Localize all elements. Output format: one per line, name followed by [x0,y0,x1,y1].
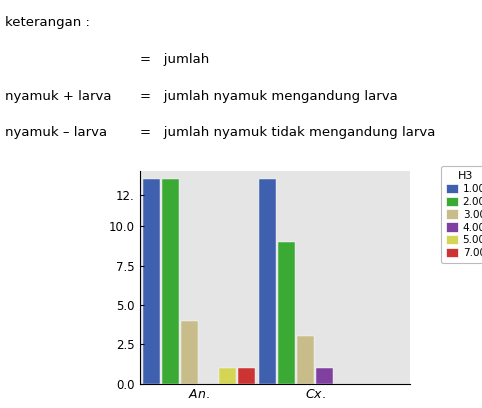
Text: =   jumlah nyamuk tidak mengandung larva: = jumlah nyamuk tidak mengandung larva [140,126,435,140]
Bar [279,242,295,384]
Bar [238,368,255,384]
Bar [162,179,179,384]
Text: =   jumlah: = jumlah [140,53,209,66]
Bar [144,179,161,384]
Legend: 1.00, 2.00, 3.00, 4.00, 5.00, 7.00: 1.00, 2.00, 3.00, 4.00, 5.00, 7.00 [441,166,482,264]
Bar [316,368,333,384]
Bar [219,368,236,384]
Text: keterangan :: keterangan : [5,16,90,29]
Text: =   jumlah nyamuk mengandung larva: = jumlah nyamuk mengandung larva [140,90,398,103]
Text: nyamuk – larva: nyamuk – larva [5,126,107,140]
Text: nyamuk + larva: nyamuk + larva [5,90,111,103]
Bar [259,179,277,384]
Bar [297,336,314,384]
Bar [181,321,198,384]
